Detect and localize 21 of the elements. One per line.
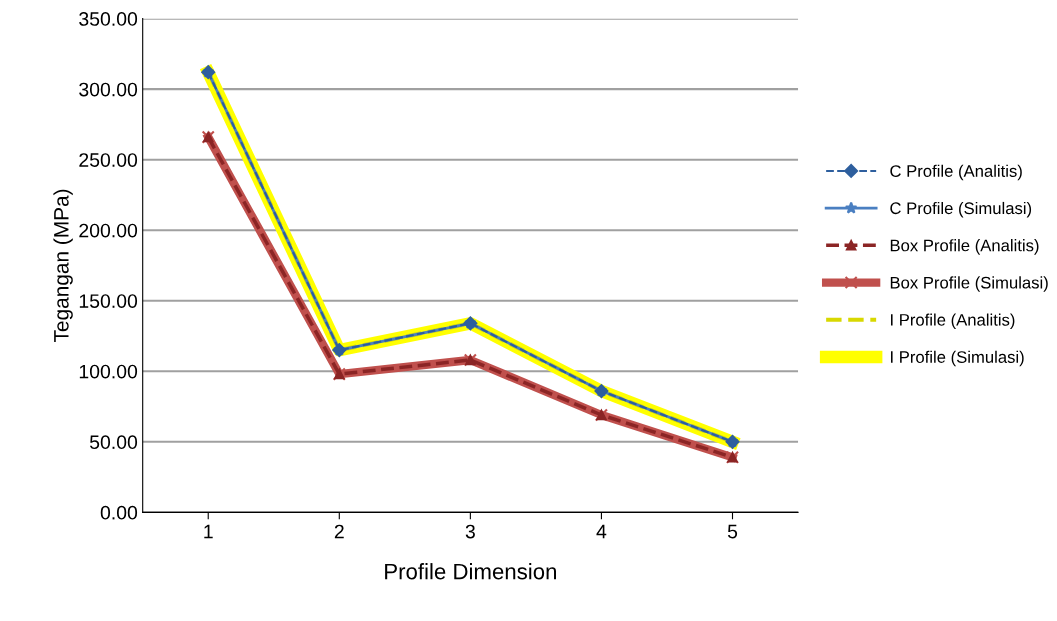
legend-label: I Profile (Analitis)	[891, 313, 1015, 330]
x-tick-label: 4	[596, 524, 607, 539]
legend-label: Box Profile (Simulasi)	[890, 276, 1048, 292]
y-tick-label: 200.00	[79, 223, 138, 238]
legend-label: Box Profile (Analitis)	[890, 239, 1039, 255]
legend-label: C Profile (Analitis)	[890, 164, 1022, 181]
legend-label: C Profile (Simulasi)	[890, 201, 1032, 218]
x-tick-label: 5	[727, 524, 738, 539]
x-tick-label: 2	[334, 524, 344, 539]
x-axis-title: Profile Dimension	[385, 563, 556, 580]
y-tick-label: 150.00	[79, 294, 138, 308]
y-axis-title: Tegangan (MPa)	[53, 189, 73, 343]
y-tick-label: 250.00	[79, 153, 138, 167]
y-tick-label: 0.00	[100, 505, 138, 520]
y-tick-label: 100.00	[79, 364, 138, 379]
y-tick-label: 350.00	[79, 12, 138, 26]
y-tick-label: 50.00	[89, 435, 138, 450]
legend-label: I Profile (Simulasi)	[891, 350, 1024, 367]
y-tick-label: 300.00	[79, 82, 138, 97]
x-tick-label: 1	[204, 524, 213, 539]
x-tick-label: 3	[465, 524, 475, 539]
